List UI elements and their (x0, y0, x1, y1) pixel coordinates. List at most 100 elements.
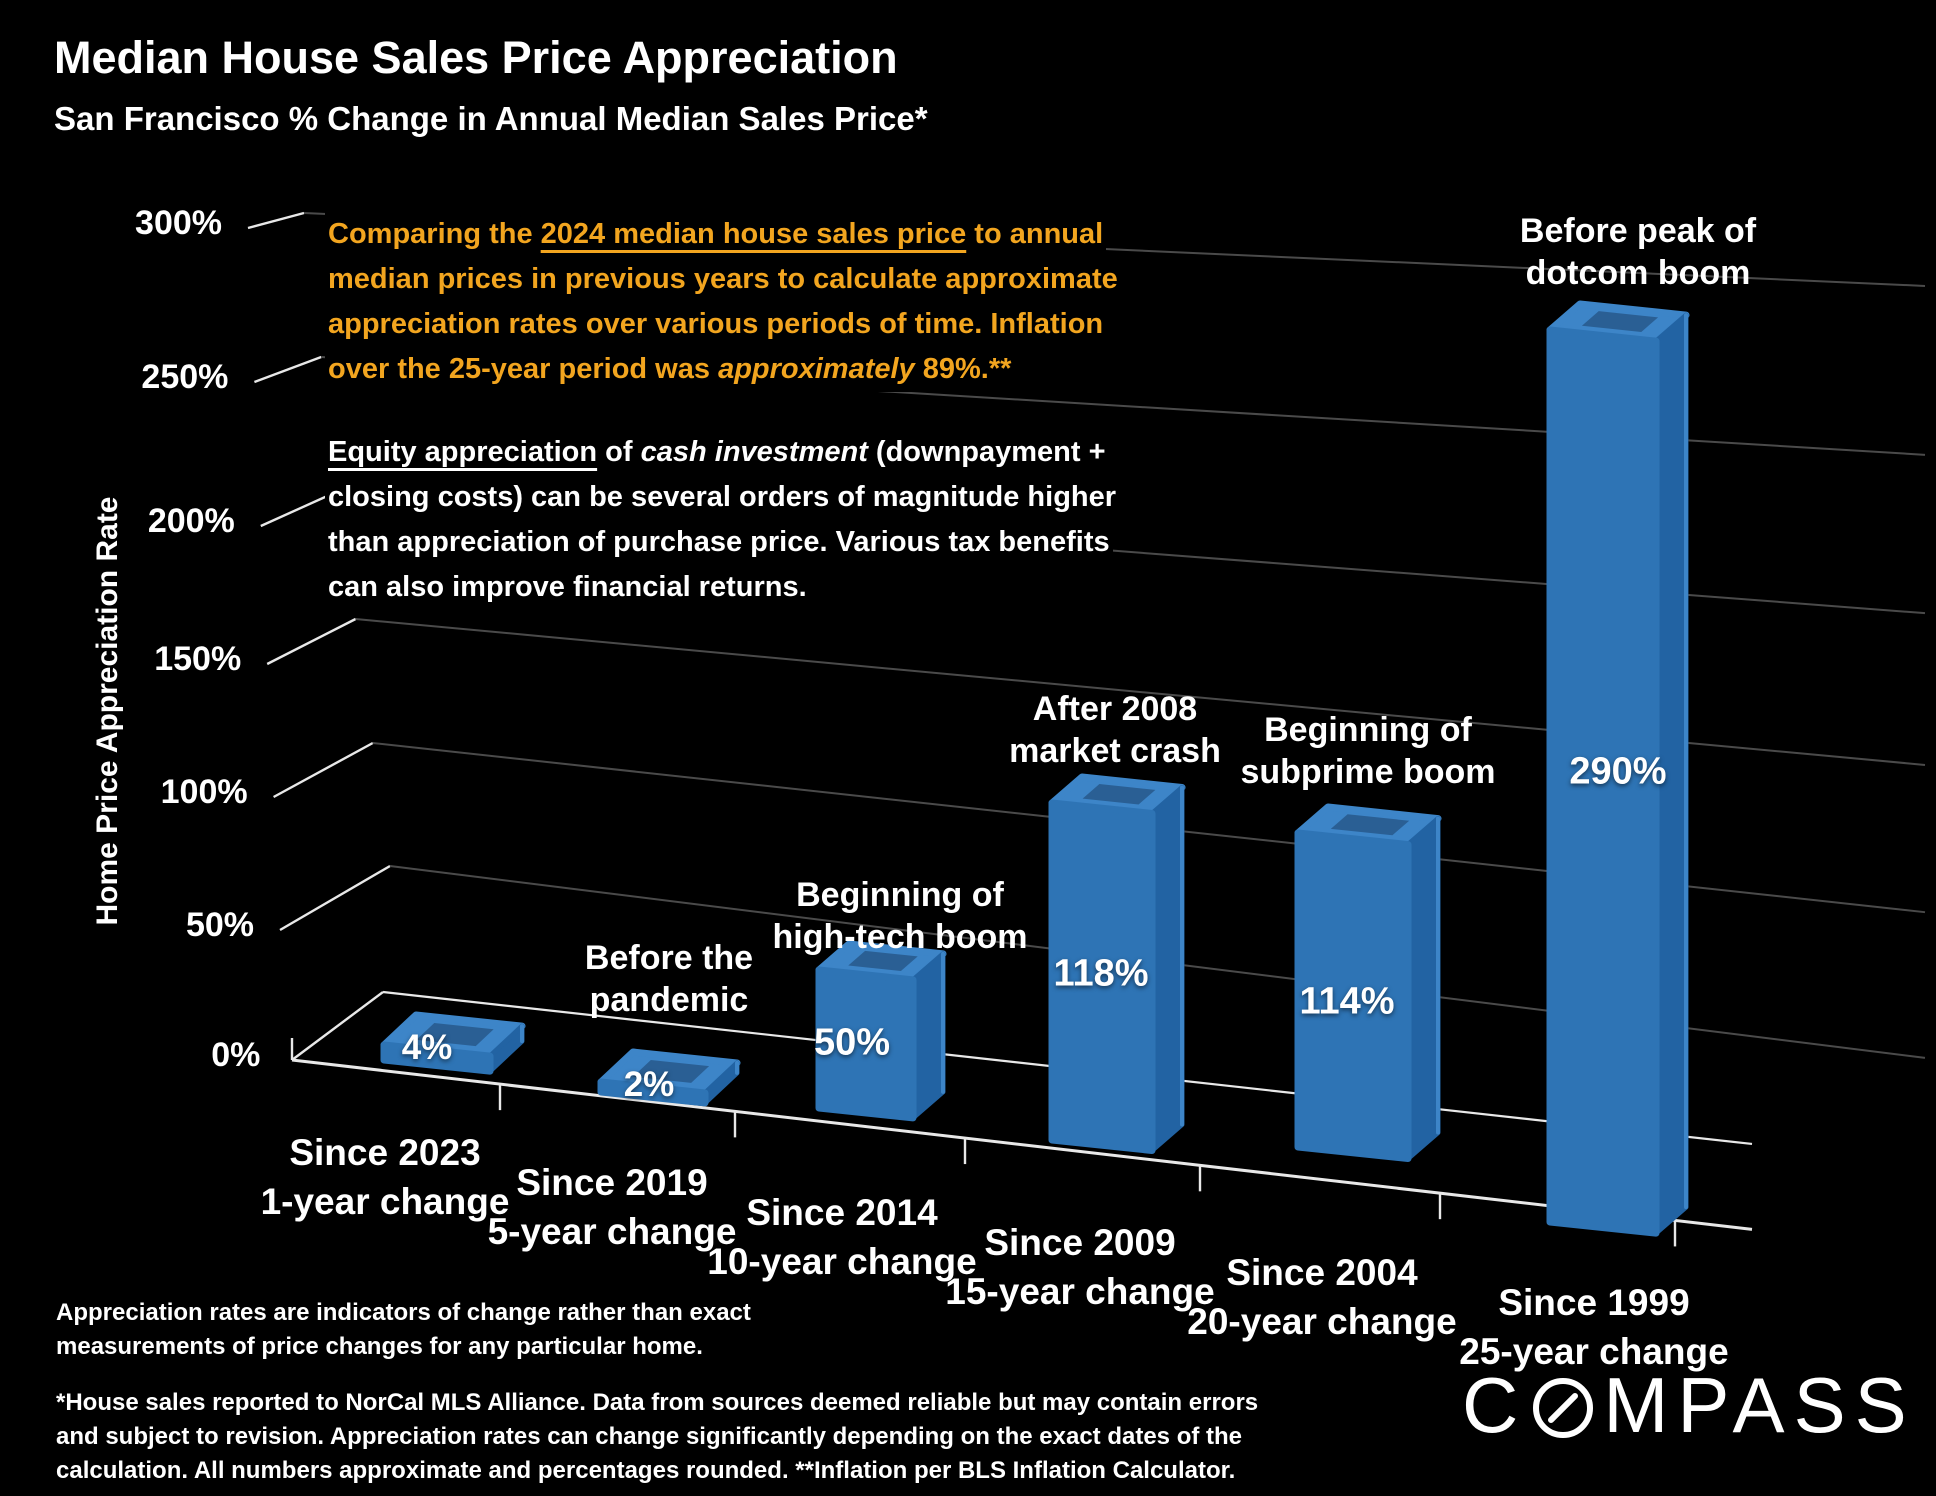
bar-front-face (1294, 829, 1412, 1163)
category-period: Since 2009 (984, 1222, 1176, 1263)
category-span: 15-year change (945, 1271, 1215, 1312)
note-line: median prices in previous years to calcu… (325, 257, 1121, 302)
note-line: closing costs) can be several orders of … (325, 475, 1120, 520)
note-segment: appreciation rates over various periods … (328, 308, 1104, 340)
footnote-line: and subject to revision. Appreciation ra… (56, 1423, 1243, 1450)
category-label: Since 2014 10-year change (707, 1188, 976, 1286)
footnote-line: measurements of price changes for any pa… (56, 1333, 703, 1360)
bar-top-inset (848, 950, 918, 971)
footnote-line: calculation. All numbers approximate and… (56, 1457, 1236, 1484)
y-tick-mark (266, 617, 357, 666)
logo-letters-mpass: MPASS (1603, 1361, 1916, 1449)
bar-since-1999 (1546, 300, 1690, 1237)
category-label: Since 2019 5-year change (488, 1158, 737, 1256)
bar-since-2019 (597, 1048, 741, 1107)
y-tick-label: 100% (160, 773, 248, 811)
bar-since-2023 (380, 1011, 526, 1075)
y-tick-label: 250% (141, 358, 229, 396)
note-segment: 2024 median house sales price (540, 218, 967, 250)
bar-value-label: 4% (401, 1028, 453, 1067)
note-segment: approximately (718, 353, 915, 385)
footnote-disclaimer: Appreciation rates are indicators of cha… (56, 1296, 751, 1364)
bar-annotation: Beginning of high-tech boom (772, 876, 1028, 956)
note-line: appreciation rates over various periods … (325, 302, 1107, 347)
category-span: 5-year change (487, 1211, 737, 1252)
bar-side-face (1149, 785, 1185, 1153)
bar-since-2009 (1048, 773, 1186, 1154)
bar-front-face (380, 1041, 494, 1075)
note-line: than appreciation of purchase price. Var… (325, 520, 1113, 565)
footnote-line: Appreciation rates are indicators of cha… (56, 1299, 751, 1326)
bar-annotation: Beginning of subprime boom (1240, 711, 1496, 791)
bar-top-inset (1581, 311, 1659, 332)
page-title: Median House Sales Price Appreciation (54, 32, 898, 83)
category-period: Since 2014 (746, 1192, 938, 1233)
note-segment: of (597, 436, 641, 468)
note-segment: cash investment (640, 436, 868, 468)
compass-o-icon (1533, 1378, 1594, 1438)
note-segment: can also improve financial returns. (328, 571, 807, 603)
bar-side-face (1405, 816, 1441, 1162)
category-period: Since 2019 (516, 1162, 708, 1203)
category-label: Since 2004 20-year change (1187, 1248, 1456, 1346)
bar-since-2014 (815, 940, 947, 1122)
note-line: Comparing the 2024 median house sales pr… (325, 212, 1107, 257)
compass-logo: C MPASS (1462, 1366, 1916, 1444)
note-segment: Equity appreciation (328, 436, 598, 468)
note-segment: over the 25-year period was (328, 353, 719, 385)
note-segment: 89%.** (914, 353, 1012, 385)
note-segment: closing costs) can be several orders of … (328, 481, 1117, 513)
category-span: 10-year change (707, 1241, 977, 1282)
footnote-line: *House sales reported to NorCal MLS Alli… (56, 1389, 1259, 1416)
category-span: 20-year change (1187, 1301, 1457, 1342)
note-comparison-text: Comparing the 2024 median house sales pr… (325, 212, 1225, 392)
note-segment: median prices in previous years to calcu… (328, 263, 1118, 295)
bar-top-inset (1082, 784, 1156, 805)
y-tick-mark (253, 355, 322, 384)
note-line: over the 25-year period was approximatel… (325, 347, 1015, 392)
bar-side-face (910, 951, 946, 1121)
y-tick-mark (279, 864, 391, 932)
bar-front-face (1546, 326, 1660, 1237)
note-line: Equity appreciation of cash investment (… (325, 430, 1109, 475)
bar-top-inset (632, 1060, 710, 1083)
bar-value-label: 2% (623, 1065, 675, 1104)
note-segment: Comparing the (328, 218, 541, 250)
note-equity-text: Equity appreciation of cash investment (… (325, 430, 1225, 610)
bar-annotation: Before the pandemic (584, 939, 754, 1019)
note-segment: to annual (966, 218, 1104, 250)
bar-annotation: Before peak of dotcom boom (1519, 212, 1757, 292)
category-period: Since 1999 (1498, 1282, 1690, 1323)
bar-top-inset (1330, 814, 1410, 836)
y-tick-mark (247, 211, 305, 230)
y-tick-label: 300% (135, 204, 222, 242)
footnote-sources: *House sales reported to NorCal MLS Alli… (56, 1386, 1258, 1488)
category-label: Since 2023 1-year change (261, 1128, 510, 1226)
y-tick-label: 150% (154, 640, 242, 678)
category-period: Since 2004 (1226, 1252, 1418, 1293)
category-label: Since 1999 25-year change (1459, 1278, 1728, 1376)
category-label: Since 2009 15-year change (945, 1218, 1214, 1316)
bar-value-label: 290% (1569, 750, 1667, 793)
floor-left-edge (291, 991, 384, 1061)
x-axis-baseline (291, 1058, 1753, 1231)
category-span: 25-year change (1459, 1331, 1729, 1372)
y-tick-label: 50% (185, 906, 254, 944)
y-tick-mark (273, 741, 374, 799)
category-period: Since 2023 (289, 1132, 481, 1173)
bar-value-label: 114% (1299, 980, 1395, 1023)
bar-front-face (815, 966, 917, 1122)
note-line: can also improve financial returns. (325, 565, 810, 610)
bar-top-inset (416, 1023, 494, 1047)
bar-value-label: 50% (813, 1021, 891, 1064)
category-span: 1-year change (260, 1181, 510, 1222)
note-segment: (downpayment + (867, 436, 1106, 468)
note-segment: than appreciation of purchase price. Var… (328, 526, 1110, 558)
page-subtitle: San Francisco % Change in Annual Median … (54, 100, 928, 137)
y-tick-label: 0% (211, 1036, 261, 1074)
y-tick-label: 200% (147, 502, 235, 540)
bar-front-face (597, 1078, 709, 1107)
logo-letter-c: C (1462, 1361, 1528, 1449)
bar-front-face (1048, 799, 1156, 1154)
